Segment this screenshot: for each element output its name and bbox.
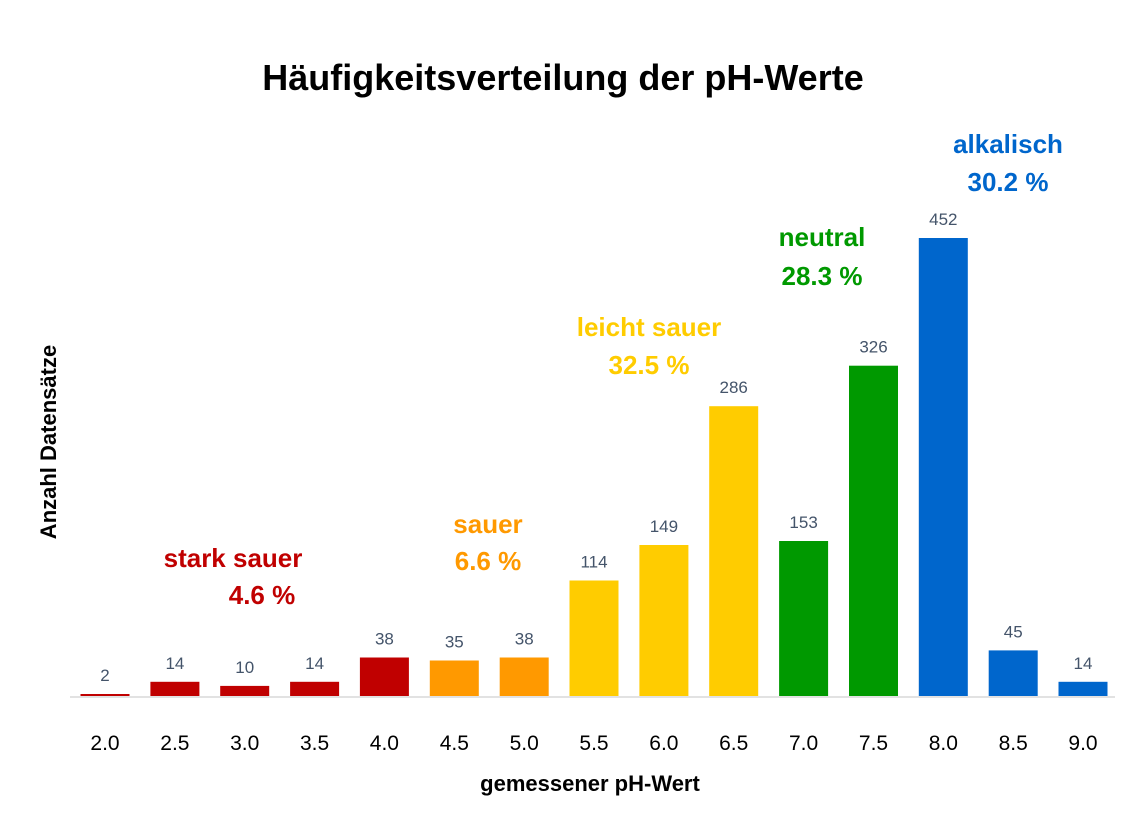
group-label-percent: 30.2 % (968, 167, 1049, 197)
x-tick-label: 8.0 (929, 732, 958, 755)
bar-ph-4.5 (429, 660, 479, 696)
value-label: 38 (375, 630, 394, 649)
value-label: 286 (720, 378, 748, 397)
group-label-percent: 6.6 % (455, 546, 522, 576)
value-label: 2 (100, 666, 109, 685)
bars-layer (80, 238, 1108, 696)
value-label: 10 (235, 658, 254, 677)
bar-ph-5.0 (499, 657, 549, 696)
bar-ph-7.0 (779, 541, 829, 696)
group-label-name: stark sauer (164, 543, 303, 573)
bar-ph-3.5 (290, 681, 340, 696)
x-tick-label: 4.0 (370, 732, 399, 755)
value-label: 35 (445, 633, 464, 652)
x-tick-label: 2.5 (160, 732, 189, 755)
value-label: 14 (165, 654, 184, 673)
x-tick-labels-layer: 2.0 2.5 3.0 3.5 4.0 4.5 5.0 5.5 6.0 6.5 7.0 7.5 8.0 8… (90, 732, 1097, 755)
x-tick-label: 3.5 (300, 732, 329, 755)
bar-ph-7.5 (849, 365, 898, 696)
bar-ph-2.0 (80, 694, 130, 696)
value-label: 326 (859, 338, 887, 357)
value-label: 38 (515, 630, 534, 649)
bar-ph-6.5 (709, 406, 759, 696)
x-tick-label: 7.5 (859, 732, 888, 755)
bar-ph-8.5 (988, 650, 1038, 696)
x-tick-label: 6.5 (719, 732, 748, 755)
x-tick-label: 9.0 (1068, 732, 1097, 755)
x-tick-label: 8.5 (999, 732, 1028, 755)
x-tick-label: 4.5 (440, 732, 469, 755)
group-label-percent: 28.3 % (782, 261, 863, 291)
bar-ph-3.0 (220, 685, 270, 696)
x-tick-label: 6.0 (649, 732, 678, 755)
x-tick-label: 2.0 (90, 732, 119, 755)
value-labels-layer: 2 14 10 14 38 35 38 114 149 286 153 326 452 45 14 (100, 210, 1092, 685)
value-label: 153 (789, 513, 817, 532)
group-label-name: leicht sauer (577, 312, 722, 342)
x-tick-label: 3.0 (230, 732, 259, 755)
group-labels-layer: stark sauer 4.6 % sauer 6.6 % leicht sauer 32… (164, 129, 1063, 610)
y-axis-label: Anzahl Datensätze (36, 345, 61, 539)
bar-ph-9.0 (1058, 681, 1108, 696)
value-label: 45 (1004, 622, 1023, 641)
x-tick-label: 5.0 (510, 732, 539, 755)
group-label-name: alkalisch (953, 129, 1063, 159)
group-label-percent: 4.6 % (229, 580, 296, 610)
group-label-name: sauer (453, 509, 522, 539)
bar-ph-4.0 (359, 657, 409, 696)
chart-title: Häufigkeitsverteilung der pH-Werte (262, 57, 863, 98)
bar-ph-6.0 (639, 545, 689, 696)
value-label: 149 (650, 517, 678, 536)
value-label: 114 (580, 553, 607, 572)
bar-ph-8.0 (918, 238, 968, 696)
x-tick-label: 5.5 (579, 732, 608, 755)
x-tick-label: 7.0 (789, 732, 818, 755)
value-label: 14 (1074, 654, 1093, 673)
x-axis-label: gemessener pH-Wert (480, 771, 700, 796)
group-label-name: neutral (779, 222, 866, 252)
bar-ph-5.5 (569, 580, 619, 696)
bar-ph-2.5 (150, 681, 200, 696)
value-label: 14 (305, 654, 324, 673)
value-label: 452 (929, 210, 957, 229)
group-label-percent: 32.5 % (609, 350, 690, 380)
